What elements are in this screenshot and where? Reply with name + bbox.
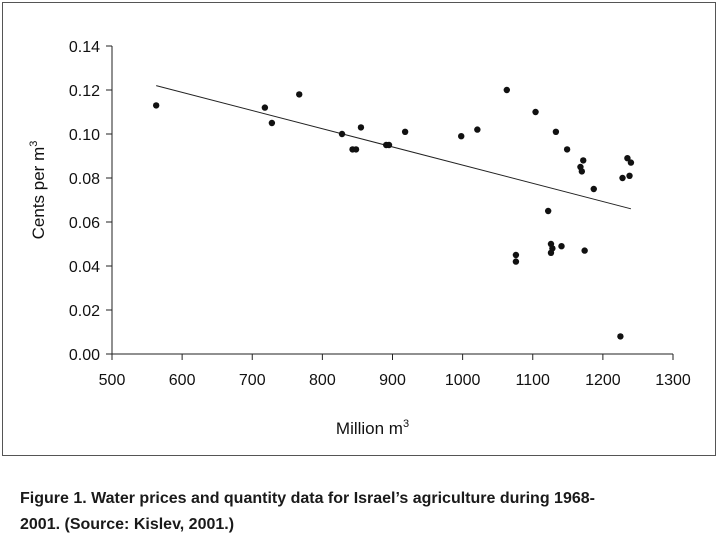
data-point — [385, 141, 393, 149]
data-point — [512, 251, 520, 259]
data-point — [401, 128, 409, 135]
data-point — [532, 108, 539, 116]
data-point — [624, 155, 631, 162]
data-point — [626, 172, 633, 179]
data-point — [268, 119, 276, 127]
data-point — [357, 124, 365, 131]
x-tick-label: 900 — [379, 372, 406, 389]
data-point — [474, 126, 481, 133]
data-point — [590, 185, 597, 193]
x-tick-label: 700 — [239, 372, 266, 389]
data-point — [296, 91, 303, 98]
y-tick-label: 0.08 — [69, 171, 100, 188]
data-point — [619, 174, 626, 182]
figure-frame — [2, 2, 716, 456]
data-point — [552, 128, 560, 135]
caption-line-2: 2001. (Source: Kislev, 2001.) — [20, 516, 235, 533]
y-tick-label: 0.10 — [69, 127, 100, 144]
data-point — [503, 86, 511, 94]
data-point — [152, 102, 160, 109]
data-point — [458, 133, 465, 140]
x-tick-label: 1200 — [585, 372, 621, 389]
data-point — [261, 104, 269, 111]
y-axis-title: Cents per m3 — [28, 141, 48, 240]
y-tick-label: 0.14 — [69, 39, 100, 56]
y-axis: 0.00 0.02 0.04 0.06 0.08 0.10 0.12 0.14 — [69, 39, 113, 364]
data-point — [580, 157, 587, 164]
data-point — [352, 146, 360, 153]
y-tick-label: 0.06 — [69, 215, 100, 232]
caption-line-1: Figure 1. Water prices and quantity data… — [20, 490, 595, 507]
data-point — [338, 130, 346, 138]
y-tick-label: 0.12 — [69, 83, 100, 100]
x-tick-label: 1000 — [445, 372, 481, 389]
data-point — [563, 146, 571, 153]
x-tick-label: 1300 — [655, 372, 691, 389]
data-point — [558, 243, 565, 250]
x-tick-label: 1100 — [516, 372, 551, 389]
x-axis: 500 600 700 800 900 1000 1100 1200 1300 — [99, 353, 691, 389]
data-points — [152, 86, 635, 340]
y-tick-label: 0.00 — [69, 347, 100, 364]
x-tick-label: 800 — [309, 372, 336, 389]
data-point — [617, 333, 624, 340]
y-tick-label: 0.02 — [69, 303, 100, 320]
data-point — [627, 159, 635, 166]
figure-caption: Figure 1. Water prices and quantity data… — [20, 486, 710, 538]
data-point — [581, 247, 588, 254]
data-point — [578, 168, 586, 175]
scatter-chart: 0.00 0.02 0.04 0.06 0.08 0.10 0.12 0.14 500 600 7… — [28, 39, 691, 438]
data-point — [549, 245, 556, 252]
x-axis-title: Million m3 — [336, 418, 409, 438]
data-point — [544, 207, 552, 215]
trend-line — [156, 85, 632, 210]
y-tick-label: 0.04 — [69, 259, 100, 276]
x-tick-label: 500 — [99, 372, 126, 389]
data-point — [512, 258, 520, 265]
x-tick-label: 600 — [169, 372, 196, 389]
